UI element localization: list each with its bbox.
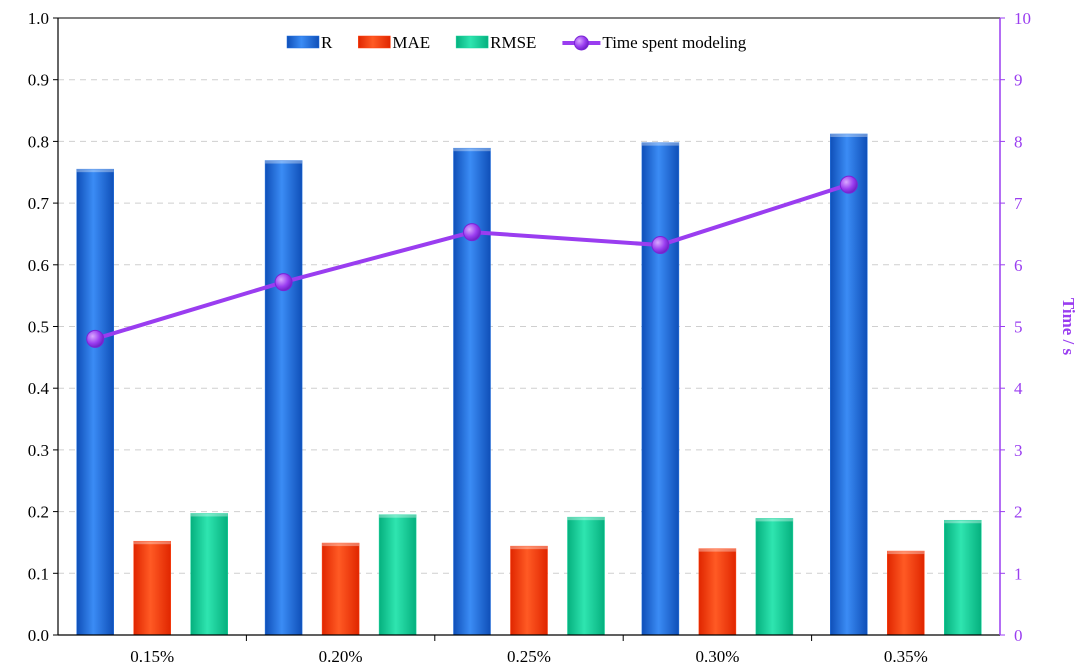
line-point-1: [274, 273, 293, 292]
bar-r-0: [76, 168, 114, 636]
bar-top-highlight: [190, 513, 228, 517]
bar-top-highlight: [887, 551, 925, 555]
y-tick-label-right: 2: [1014, 503, 1023, 522]
x-tick-label: 0.25%: [507, 647, 551, 666]
bar-top-highlight: [510, 546, 548, 550]
time-line: [86, 175, 858, 348]
legend-swatch-mae: [358, 35, 391, 49]
bar-top-highlight: [379, 514, 417, 518]
legend-marker: [573, 35, 589, 51]
bar-top-highlight: [944, 520, 982, 524]
legend-swatch-r: [286, 35, 320, 49]
bar-top-highlight: [322, 543, 360, 547]
bar-mae-3: [698, 548, 737, 636]
legend: R MAE RMSE Time spent modeling: [286, 33, 747, 52]
legend-label: MAE: [392, 33, 430, 52]
y-tick-label-left: 0.3: [28, 441, 49, 460]
y-tick-label-right: 0: [1014, 626, 1023, 645]
x-tick-label: 0.30%: [695, 647, 739, 666]
bar-rmse-2: [567, 516, 605, 636]
bar-r-2: [453, 147, 491, 636]
y-tick-label-right: 9: [1014, 71, 1023, 90]
axes: [53, 17, 1005, 641]
y-tick-label-left: 0.2: [28, 503, 49, 522]
y-tick-label-left: 0.1: [28, 564, 49, 583]
bar-mae-4: [887, 550, 925, 636]
bar-mae-1: [321, 542, 360, 636]
line-point-0: [86, 329, 105, 348]
bar-r-4: [830, 133, 868, 636]
y-tick-label-right: 7: [1014, 194, 1023, 213]
bar-top-highlight: [133, 541, 171, 545]
y-tick-label-left: 0.9: [28, 71, 49, 90]
bar-rmse-3: [755, 518, 794, 636]
y-tick-label-left: 0.5: [28, 318, 49, 337]
bar-top-highlight: [641, 142, 679, 146]
x-tick-label: 0.20%: [319, 647, 363, 666]
bar-top-highlight: [453, 148, 491, 152]
y-tick-label-right: 5: [1014, 318, 1023, 337]
line-point-2: [463, 223, 481, 242]
y-tick-label-right: 8: [1014, 132, 1023, 151]
x-tick-label: 0.35%: [884, 647, 928, 666]
y-tick-label-left: 0.7: [28, 194, 50, 213]
bar-top-highlight: [76, 169, 114, 173]
bar-r-1: [264, 160, 303, 636]
line-point-4: [839, 175, 858, 194]
line-point-3: [651, 236, 670, 255]
y-tick-label-right: 10: [1014, 9, 1031, 28]
legend-label: R: [321, 33, 333, 52]
bar-mae-0: [133, 540, 171, 636]
bar-top-highlight: [567, 517, 605, 521]
legend-label: RMSE: [490, 33, 536, 52]
bar-mae-2: [510, 545, 548, 636]
y-tick-label-left: 0.0: [28, 626, 49, 645]
y-tick-label-left: 1.0: [28, 9, 49, 28]
y-tick-label-right: 6: [1014, 256, 1023, 275]
y-axis-label-right: Time / s: [1059, 298, 1078, 356]
y-tick-label-left: 0.8: [28, 132, 49, 151]
bar-rmse-0: [190, 513, 228, 636]
axis-labels: 0.0 0.1 0.2 0.3 0.4 0.5 0.6 0.7 0.8 0.9 1.0 0 1 2 3 4 5 6…: [28, 9, 1078, 666]
y-tick-label-left: 0.6: [28, 256, 49, 275]
bar-r-3: [641, 142, 680, 636]
y-tick-label-left: 0.4: [28, 379, 50, 398]
legend-swatch-rmse: [455, 35, 489, 49]
bar-rmse-1: [378, 514, 417, 636]
bar-top-highlight: [755, 518, 793, 522]
y-tick-label-right: 1: [1014, 564, 1023, 583]
bar-top-highlight: [265, 160, 303, 164]
y-tick-label-right: 3: [1014, 441, 1023, 460]
bar-top-highlight: [698, 548, 736, 552]
y-tick-label-right: 4: [1014, 379, 1023, 398]
bars: [76, 133, 982, 636]
bar-top-highlight: [830, 133, 868, 137]
bar-rmse-4: [944, 519, 982, 636]
x-tick-label: 0.15%: [130, 647, 174, 666]
legend-label: Time spent modeling: [602, 33, 746, 52]
